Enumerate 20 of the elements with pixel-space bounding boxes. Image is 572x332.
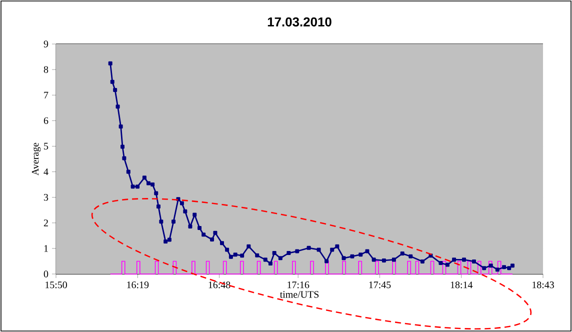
y-tick-label: 6 xyxy=(44,117,48,124)
x-tick-label: 17:16 xyxy=(288,282,310,288)
y-tick-label: 8 xyxy=(44,66,48,73)
y-tick-label: 5 xyxy=(44,142,48,150)
x-tick-label: 16:19 xyxy=(127,282,149,288)
y-tick-label: 1 xyxy=(44,245,48,252)
y-tick-label: 4 xyxy=(44,168,48,176)
x-tick-label: 18:14 xyxy=(450,282,473,288)
x-tick-label: 18:43 xyxy=(532,282,554,288)
x-tick-label: 17:45 xyxy=(369,282,391,288)
x-tick-label: 16:48 xyxy=(208,282,230,288)
chart-title: 17.03.2010 xyxy=(268,17,332,27)
x-tick-label: 15:50 xyxy=(46,282,67,288)
y-tick-label: 7 xyxy=(44,92,48,98)
y-tick-label: 3 xyxy=(44,194,48,201)
x-axis-title: time/UTS xyxy=(280,291,319,298)
y-tick-label: 9 xyxy=(44,40,48,48)
y-tick-label: 0 xyxy=(44,270,48,278)
y-axis-title: Average xyxy=(32,142,41,176)
y-tick-label: 2 xyxy=(44,220,48,226)
